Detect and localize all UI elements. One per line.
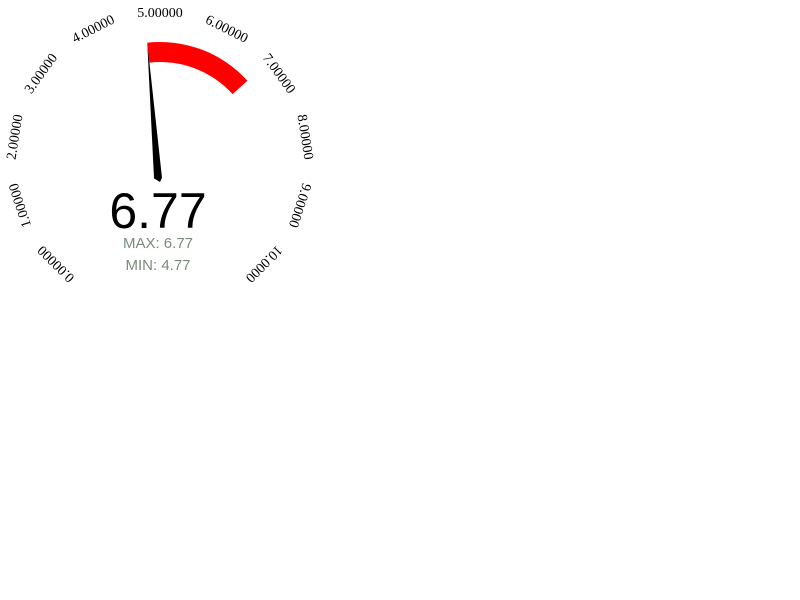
tick-label: 2.00000	[5, 113, 27, 160]
tick-label: 8.00000	[294, 113, 316, 160]
gauge-needle-layer	[147, 42, 162, 182]
tick-label: 6.00000	[203, 13, 250, 47]
gauge-band-layer	[147, 41, 248, 95]
tick-label: 4.00000	[70, 13, 117, 47]
tick-label: 5.00000	[137, 6, 183, 21]
gauge-needle	[147, 42, 162, 182]
tick-label: 7.00000	[259, 51, 298, 97]
tick-label: 10.0000	[242, 242, 285, 285]
gauge-max-label: MAX: 6.77	[123, 235, 193, 252]
tick-label: 1.00000	[7, 181, 35, 229]
gauge-range-band	[147, 41, 248, 95]
gauge-min-label: MIN: 4.77	[125, 257, 190, 274]
tick-label: 9.00000	[285, 181, 313, 229]
gauge-value: 6.77	[109, 183, 206, 239]
tick-label: 0.00000	[35, 242, 78, 285]
tick-label: 3.00000	[22, 51, 61, 97]
